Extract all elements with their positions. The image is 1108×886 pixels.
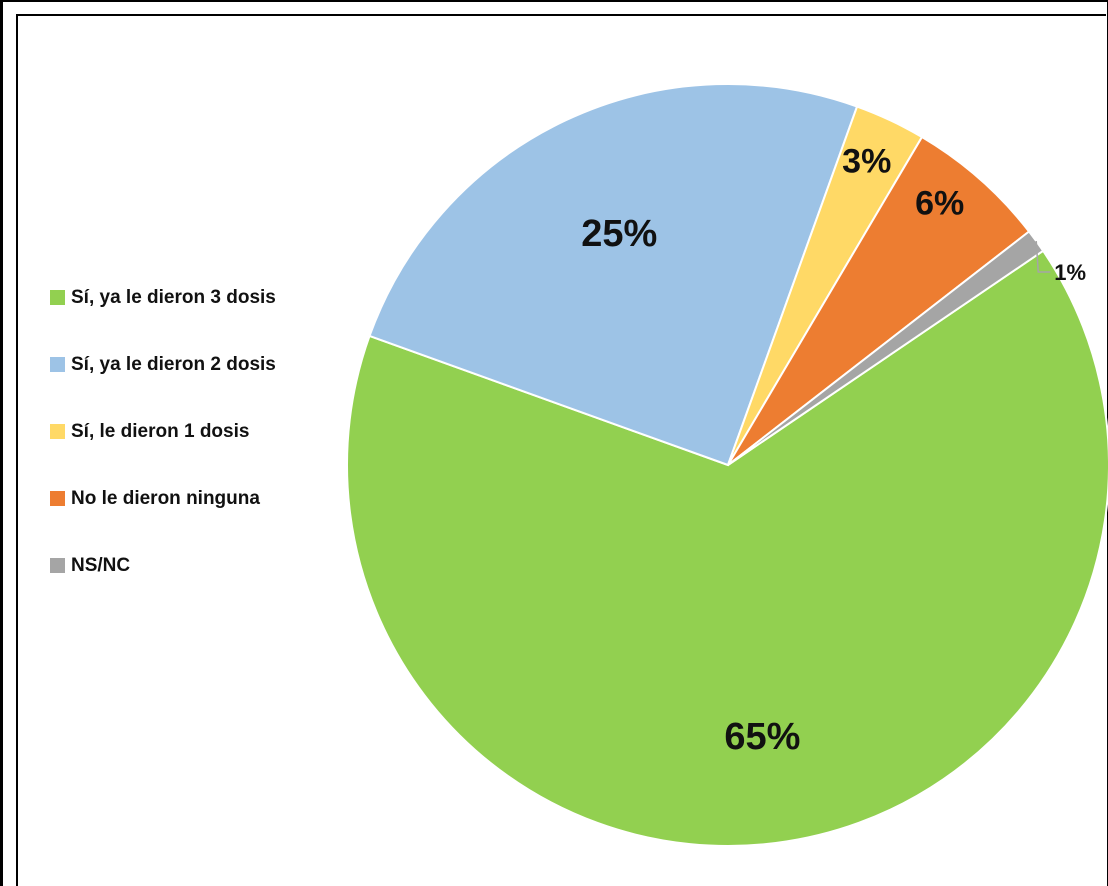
legend-item: No le dieron ninguna [50,487,276,510]
legend-item: NS/NC [50,554,276,577]
data-label: 65% [724,716,800,758]
legend-swatch [50,558,65,573]
data-label: 25% [581,213,657,255]
pie-slice [368,83,859,467]
legend-swatch [50,491,65,506]
legend-label: Sí, ya le dieron 3 dosis [71,286,276,308]
pie-slice [727,230,1045,466]
chart-area-border [16,14,1106,886]
data-label: 1% [1054,260,1086,285]
legend-label: NS/NC [71,554,131,576]
legend: Sí, ya le dieron 3 dosis Sí, ya le diero… [50,286,276,577]
pie-slice [346,249,1108,847]
data-label: 6% [915,185,964,223]
leader-line [1035,241,1051,273]
pie-slice [727,135,1031,466]
legend-item: Sí, ya le dieron 2 dosis [50,353,276,376]
legend-label: Sí, le dieron 1 dosis [71,420,250,442]
legend-item: Sí, le dieron 1 dosis [50,420,276,443]
legend-swatch [50,424,65,439]
legend-swatch [50,290,65,305]
legend-label: Sí, ya le dieron 2 dosis [71,353,276,375]
legend-item: Sí, ya le dieron 3 dosis [50,286,276,309]
legend-label: No le dieron ninguna [71,487,260,509]
data-label: 3% [842,143,891,181]
legend-swatch [50,357,65,372]
